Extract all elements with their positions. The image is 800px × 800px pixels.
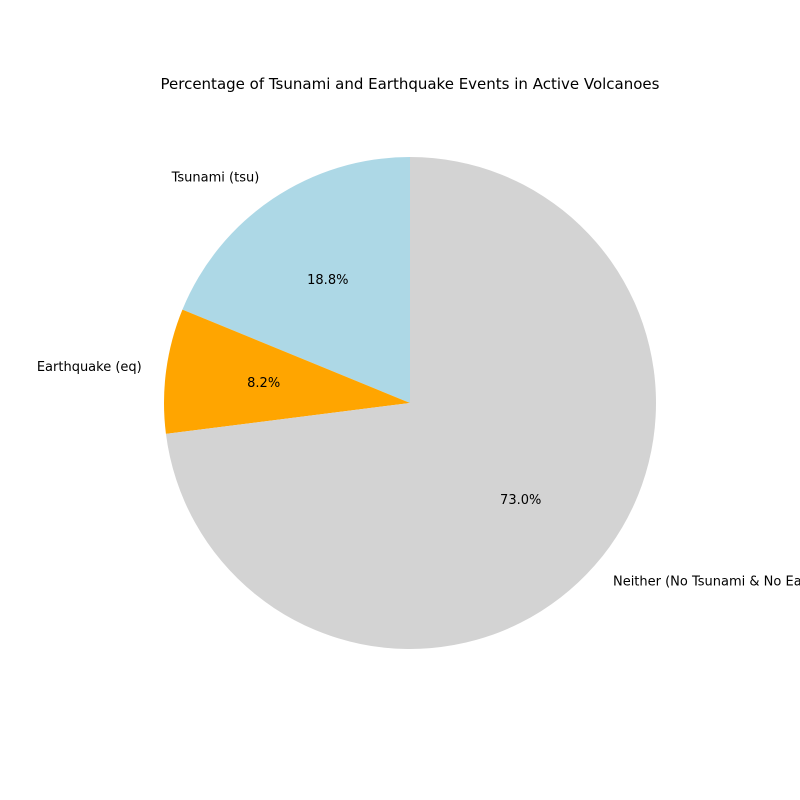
pie-slice-tsunami-tsu (182, 157, 410, 403)
slice-label-tsunami-tsu: Tsunami (tsu) (171, 171, 260, 186)
pie-slices (163, 157, 656, 649)
slice-label-earthquake-eq: Earthquake (eq) (37, 360, 142, 375)
chart-title: Percentage of Tsunami and Earthquake Eve… (161, 75, 660, 93)
slice-percent-tsunami-tsu: 18.8% (307, 273, 348, 288)
slice-percent-earthquake-eq: 8.2% (247, 376, 280, 391)
slice-label-neither-no-tsunami-no-earthquake: Neither (No Tsunami & No Earthquake) (613, 574, 800, 589)
slice-percent-neither-no-tsunami-no-earthquake: 73.0% (500, 493, 541, 508)
pie-slice-earthquake-eq (163, 309, 410, 434)
pie-labels: Tsunami (tsu) 18.8% Earthquake (eq) 8.2% Nei… (37, 171, 800, 590)
pie-slice-neither-no-tsunami-no-earthquake (165, 157, 656, 649)
